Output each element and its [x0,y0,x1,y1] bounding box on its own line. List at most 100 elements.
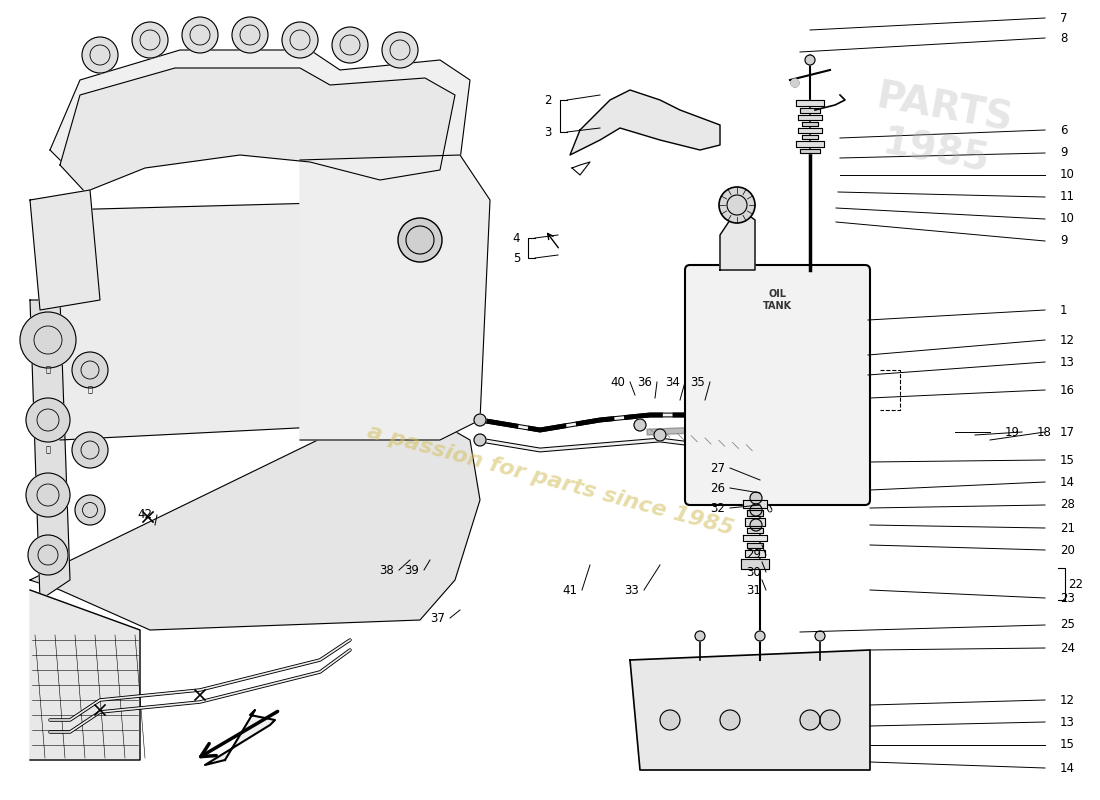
Polygon shape [30,190,100,310]
Text: 16: 16 [1060,383,1075,397]
Circle shape [820,710,840,730]
Text: 20: 20 [1060,543,1075,557]
Text: 36: 36 [638,375,652,389]
Circle shape [755,631,764,641]
Bar [747,510,763,516]
Text: 32: 32 [711,502,725,514]
Bar [742,535,767,541]
Circle shape [815,631,825,641]
Text: OIL
TANK: OIL TANK [763,289,792,310]
Circle shape [800,710,820,730]
Circle shape [332,27,368,63]
Text: 23: 23 [1060,591,1075,605]
Text: 21: 21 [1060,522,1075,534]
Text: 12: 12 [1060,334,1075,346]
Text: 29: 29 [747,549,761,562]
Text: 26: 26 [711,482,726,494]
Bar [798,115,822,120]
Bar [745,550,764,557]
Bar [800,108,820,113]
Text: 11: 11 [1060,190,1075,203]
Polygon shape [50,50,470,180]
Text: 9: 9 [1060,234,1067,247]
Text: 🐎: 🐎 [45,446,51,454]
Circle shape [695,631,705,641]
Circle shape [132,22,168,58]
Text: 31: 31 [747,583,761,597]
Circle shape [82,37,118,73]
Text: 14: 14 [1060,475,1075,489]
Text: 33: 33 [625,583,639,597]
Polygon shape [300,155,490,440]
Text: 25: 25 [1060,618,1075,631]
Text: 24: 24 [1060,642,1075,654]
Text: 9: 9 [1060,146,1067,159]
Text: 35: 35 [691,375,705,389]
Text: 41: 41 [562,583,578,597]
Text: 8: 8 [1060,31,1067,45]
Bar [796,100,824,106]
Text: 2: 2 [544,94,552,106]
Text: 30: 30 [747,566,761,578]
Circle shape [26,398,70,442]
Text: 7: 7 [1060,11,1067,25]
Polygon shape [630,650,870,770]
Text: 17: 17 [1060,426,1075,438]
Bar [745,518,764,526]
Circle shape [791,79,799,87]
Bar [800,149,820,153]
Circle shape [750,519,762,531]
Polygon shape [570,90,721,155]
Circle shape [26,473,70,517]
Text: 🐎: 🐎 [45,366,51,374]
Bar [742,500,767,508]
Text: 22: 22 [1068,578,1084,590]
Text: 27: 27 [711,462,726,474]
Text: 13: 13 [1060,715,1075,729]
Circle shape [182,17,218,53]
Circle shape [719,187,755,223]
Circle shape [398,218,442,262]
Bar [802,135,818,139]
Text: 39: 39 [405,563,419,577]
Bar [796,141,824,147]
Text: 1: 1 [1060,303,1067,317]
Text: 42: 42 [138,509,153,522]
Bar [802,122,818,126]
Text: 15: 15 [1060,738,1075,751]
Polygon shape [60,200,460,440]
Text: 14: 14 [1060,762,1075,774]
Circle shape [72,352,108,388]
Polygon shape [30,400,480,630]
Circle shape [232,17,268,53]
Circle shape [75,495,104,525]
Circle shape [72,432,108,468]
Text: 40: 40 [610,375,626,389]
Bar [747,528,763,533]
Text: 10: 10 [1060,213,1075,226]
Text: 4: 4 [513,231,520,245]
Circle shape [660,710,680,730]
Polygon shape [30,300,70,600]
Text: 38: 38 [379,563,395,577]
Circle shape [634,419,646,431]
Circle shape [474,434,486,446]
Circle shape [720,710,740,730]
Text: 28: 28 [1060,498,1075,511]
Bar [741,559,769,569]
Bar [798,128,822,133]
Text: 6: 6 [1060,123,1067,137]
Bar [747,543,763,548]
Text: 18: 18 [1037,426,1052,438]
Text: 5: 5 [513,251,520,265]
Text: 🐎: 🐎 [88,386,92,394]
FancyBboxPatch shape [685,265,870,505]
Circle shape [805,55,815,65]
Circle shape [474,414,486,426]
Polygon shape [60,68,455,192]
Text: a passion for parts since 1985: a passion for parts since 1985 [364,422,736,538]
Text: 37: 37 [430,611,446,625]
Polygon shape [205,710,275,765]
Circle shape [20,312,76,368]
Text: 12: 12 [1060,694,1075,706]
